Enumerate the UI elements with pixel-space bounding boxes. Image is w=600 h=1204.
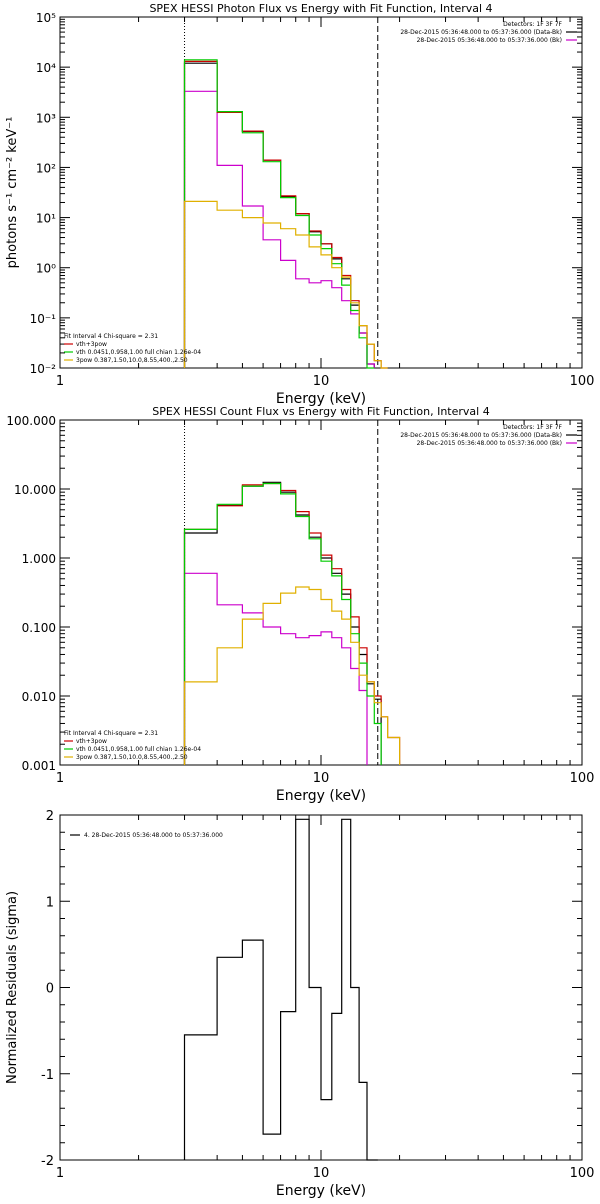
x-tick-label: 10 — [313, 771, 330, 786]
y-tick-label: 1 — [46, 895, 54, 910]
y-tick-label: -1 — [41, 1068, 54, 1083]
x-tick-label: 100 — [570, 771, 595, 786]
y-tick-label: 10⁻¹ — [30, 312, 57, 326]
y-tick-label: 10⁰ — [36, 262, 56, 276]
x-tick-label: 100 — [570, 1166, 595, 1181]
legend-text: Detectors: 1F 3F 7F — [503, 424, 562, 431]
y-tick-label: 10⁴ — [36, 61, 56, 75]
legend-text: vth+3pow — [76, 341, 107, 348]
y-tick-label: 10.000 — [14, 483, 56, 497]
y-tick-label: 2 — [46, 809, 54, 824]
legend-text: 4. 28-Dec-2015 05:36:48.000 to 05:37:36.… — [84, 832, 223, 839]
series-line-2 — [183, 572, 368, 765]
y-tick-label: 0.010 — [22, 690, 56, 704]
y-tick-label: 10³ — [36, 111, 56, 125]
chart-title: SPEX HESSI Count Flux vs Energy with Fit… — [152, 405, 489, 418]
plot-area — [183, 59, 388, 369]
series-line-5 — [183, 586, 401, 765]
plot-frame — [59, 16, 583, 369]
series-line-1 — [183, 818, 378, 1161]
y-tick-label: 0.100 — [22, 621, 56, 635]
x-tick-label: 1 — [56, 771, 64, 786]
y-tick-label: -2 — [41, 1154, 54, 1169]
series-line-2 — [183, 90, 375, 368]
legend-text: 28-Dec-2015 05:36:48.000 to 05:37:36.000… — [400, 29, 562, 36]
y-tick-label: 0.001 — [22, 759, 56, 773]
legend-text: vth+3pow — [76, 738, 107, 745]
series-line-1 — [183, 481, 382, 765]
series-line-3 — [183, 60, 388, 369]
legend-text: Fit Interval 4 Chi-square = 2.31 — [64, 730, 158, 737]
y-axis-label: Normalized Residuals (sigma) — [5, 891, 20, 1084]
series-line-1 — [183, 62, 375, 368]
x-tick-label: 100 — [570, 374, 595, 389]
legend-text: 28-Dec-2015 05:36:48.000 to 05:37:36.000… — [400, 432, 562, 439]
y-axis-label: photons s⁻¹ cm⁻² keV⁻¹ — [5, 117, 20, 269]
legend-text: 28-Dec-2015 05:36:48.000 to 05:37:36.000… — [417, 37, 562, 44]
y-tick-label: 10² — [36, 161, 56, 175]
plot-area — [183, 818, 378, 1161]
series-line-4 — [183, 482, 382, 765]
y-tick-label: 10⁻² — [30, 362, 57, 376]
legend-text: Detectors: 1F 3F 7F — [503, 21, 562, 28]
legend-text: Fit Interval 4 Chi-square = 2.31 — [64, 333, 158, 340]
legend-text: vth 0.0451,0.958,1.00 full chian 1.26e-0… — [76, 349, 201, 356]
x-tick-label: 1 — [56, 1166, 64, 1181]
legend-text: 28-Dec-2015 05:36:48.000 to 05:37:36.000… — [417, 440, 562, 447]
x-axis-label: Energy (keV) — [276, 1183, 366, 1199]
legend-text: 3pow 0.387,1.50,10.0,8.55,400.,2.50 — [76, 754, 188, 761]
y-tick-label: 1.000 — [22, 552, 56, 566]
x-tick-label: 10 — [313, 374, 330, 389]
x-axis-label: Energy (keV) — [276, 788, 366, 804]
legend-text: vth 0.0451,0.958,1.00 full chian 1.26e-0… — [76, 746, 201, 753]
series-line-4 — [183, 59, 375, 369]
x-axis-label: Energy (keV) — [276, 391, 366, 407]
chart-3: 1 10 100 Energy (keV) -2 -1 0 1 2 Normalized Resi… — [5, 809, 594, 1199]
y-tick-label: 10⁵ — [36, 11, 56, 25]
y-tick-label: 0 — [46, 982, 54, 997]
chart-1: SPEX HESSI Photon Flux vs Energy with Fi… — [5, 2, 594, 407]
chart-title: SPEX HESSI Photon Flux vs Energy with Fi… — [149, 2, 492, 15]
legend-text: 3pow 0.387,1.50,10.0,8.55,400.,2.50 — [76, 357, 188, 364]
y-tick-label: 10¹ — [36, 212, 56, 226]
series-line-5 — [183, 200, 388, 369]
x-tick-label: 10 — [313, 1166, 330, 1181]
y-tick-label: 100.000 — [6, 414, 56, 428]
plot-area — [183, 481, 401, 765]
chart-2: SPEX HESSI Count Flux vs Energy with Fit… — [6, 405, 594, 804]
x-tick-label: 1 — [56, 374, 64, 389]
